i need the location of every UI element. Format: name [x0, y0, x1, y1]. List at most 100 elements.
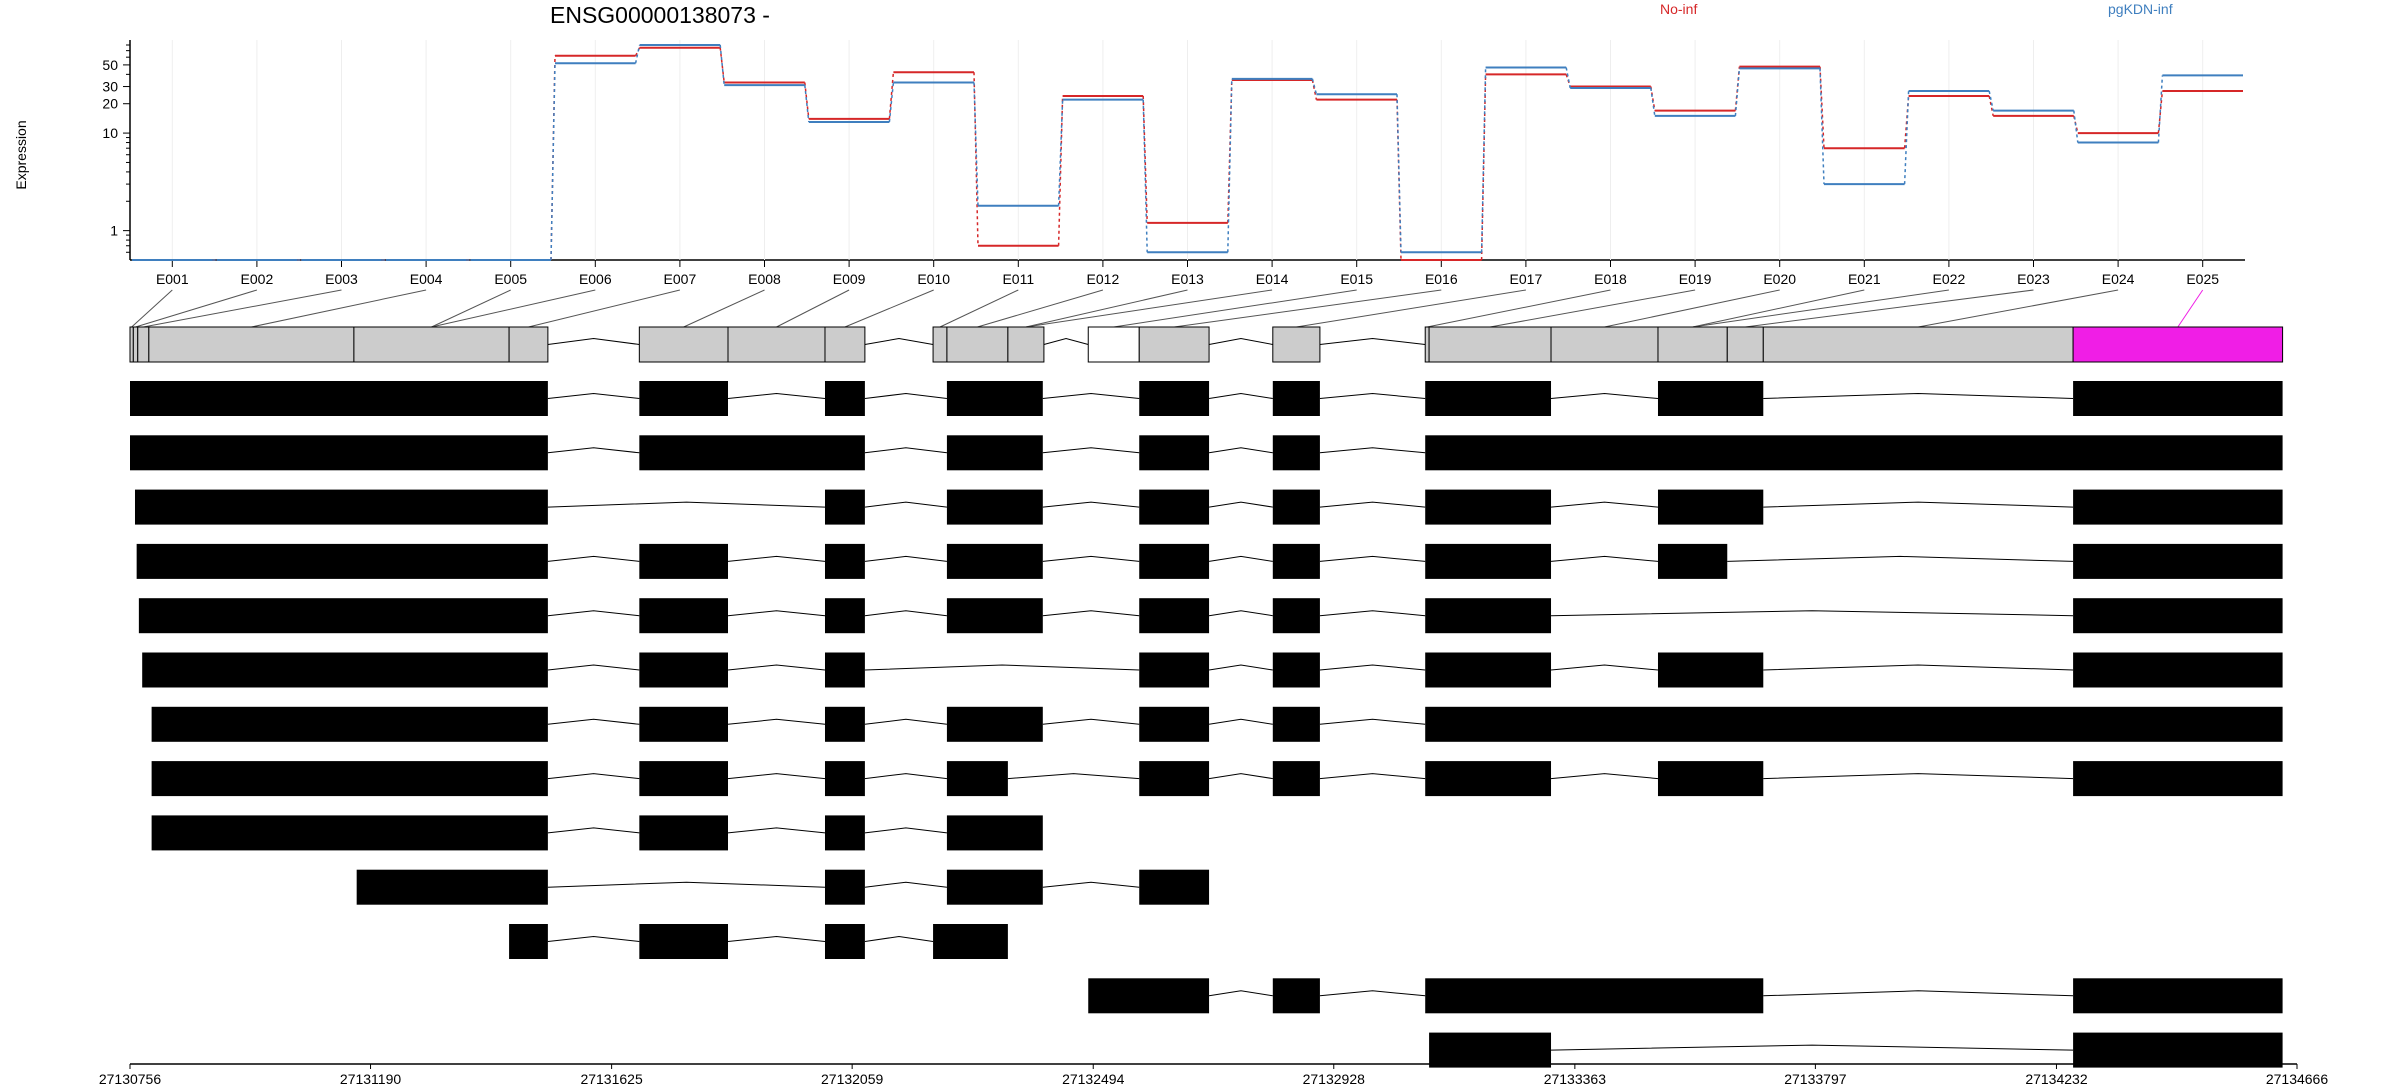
exon-connector	[1918, 289, 2119, 328]
transcript-exon	[1272, 489, 1320, 525]
x-tick-label: E005	[494, 271, 527, 287]
transcript-exon	[1657, 652, 1764, 688]
transcript-exon	[1272, 435, 1320, 471]
series-connector	[1057, 95, 1064, 246]
transcript-exon	[1088, 978, 1210, 1014]
transcript-intron	[727, 773, 826, 780]
genomic-tick-label: 27132494	[1062, 1071, 1125, 1087]
transcript-intron	[1208, 392, 1273, 399]
transcript-exon	[2073, 381, 2283, 416]
transcript-intron	[1042, 447, 1140, 454]
genomic-tick-label: 27131625	[580, 1071, 643, 1087]
exon-block	[1424, 326, 1430, 363]
transcript-11	[509, 924, 1008, 959]
series-connector	[973, 82, 979, 206]
transcript-intron	[1551, 610, 2074, 617]
transcript-exon	[1272, 598, 1320, 634]
intron-line	[547, 337, 640, 345]
transcript-exon	[1425, 978, 1764, 1014]
transcript-exon	[946, 869, 1043, 905]
transcript-intron	[1763, 990, 2074, 997]
transcript-10	[356, 869, 1210, 905]
intron-line	[864, 337, 934, 345]
transcript-exon	[933, 924, 1008, 959]
transcript-exon	[2073, 543, 2283, 579]
x-tick-label: E023	[2017, 271, 2050, 287]
transcript-exon	[1139, 489, 1210, 525]
transcript-intron	[1319, 392, 1426, 399]
series-connector	[2157, 75, 2164, 143]
x-tick-label: E008	[748, 271, 781, 287]
transcript-intron	[1763, 664, 2074, 671]
genomic-tick-label: 27133363	[1544, 1071, 1607, 1087]
transcript-intron	[547, 501, 826, 508]
genomic-tick-label: 27133797	[1784, 1071, 1847, 1087]
exon-connector	[2177, 289, 2204, 328]
transcript-exon	[1272, 652, 1320, 688]
transcript-exon	[824, 543, 865, 579]
transcript-intron	[1042, 392, 1140, 399]
y-axis-label: Expression	[13, 120, 29, 189]
transcript-intron	[1319, 610, 1426, 617]
exon-connector	[977, 289, 1104, 328]
transcript-intron	[864, 664, 1140, 671]
transcript-intron	[547, 392, 640, 399]
transcript-intron	[727, 827, 826, 834]
x-tick-label: E019	[1679, 271, 1712, 287]
transcript-intron	[1042, 718, 1140, 725]
transcript-intron	[1319, 447, 1426, 454]
transcript-exon	[1272, 381, 1320, 416]
gene-model	[129, 289, 2284, 363]
transcript-exon	[1657, 543, 1728, 579]
exon-connector	[776, 289, 850, 328]
transcript-exon	[1657, 489, 1764, 525]
series-connector	[1565, 67, 1571, 89]
transcript-2	[130, 435, 2283, 471]
series-connector	[1650, 87, 1656, 117]
x-tick-label: E024	[2102, 271, 2135, 287]
transcript-5	[138, 598, 2283, 634]
exon-connector	[683, 289, 765, 328]
exon-connector	[1296, 289, 1526, 328]
transcript-intron	[727, 935, 826, 942]
transcript-exon	[1272, 706, 1320, 742]
transcript-intron	[1763, 392, 2074, 399]
transcript-exon	[946, 761, 1008, 797]
transcript-intron	[1208, 990, 1273, 997]
transcript-exon	[946, 598, 1043, 634]
transcript-exon	[824, 869, 865, 905]
transcript-4	[136, 543, 2283, 579]
transcript-intron	[547, 827, 640, 834]
series-connector	[550, 63, 556, 261]
transcript-intron	[547, 555, 640, 562]
transcript-intron	[547, 718, 640, 725]
transcript-intron	[1208, 447, 1273, 454]
transcript-exon	[824, 761, 865, 797]
exon-block	[638, 326, 729, 363]
transcript-intron	[1763, 501, 2074, 508]
exon-block	[824, 326, 866, 363]
x-tick-label: E015	[1340, 271, 1373, 287]
transcript-exon	[824, 381, 865, 416]
transcript-exon	[1429, 1032, 1552, 1068]
transcript-1	[130, 381, 2283, 416]
exon-block	[148, 326, 355, 363]
transcript-intron	[727, 392, 826, 399]
series-connector	[1227, 78, 1233, 253]
transcript-exon	[1657, 381, 1764, 416]
exon-connector	[1025, 289, 1188, 328]
exon-block	[1272, 326, 1321, 363]
exon-connector	[431, 289, 511, 328]
exon-block	[1550, 326, 1659, 363]
transcript-intron	[1550, 555, 1659, 562]
series-connector	[2157, 90, 2164, 134]
genomic-tick-label: 27132928	[1303, 1071, 1366, 1087]
transcript-exon	[824, 598, 865, 634]
exon-connector	[1745, 289, 2034, 328]
transcript-8	[151, 761, 2283, 797]
series-connector	[2073, 110, 2079, 143]
transcript-intron	[1042, 610, 1140, 617]
transcript-exon	[2073, 652, 2283, 688]
transcript-exon	[1425, 652, 1552, 688]
transcript-exon	[824, 706, 865, 742]
